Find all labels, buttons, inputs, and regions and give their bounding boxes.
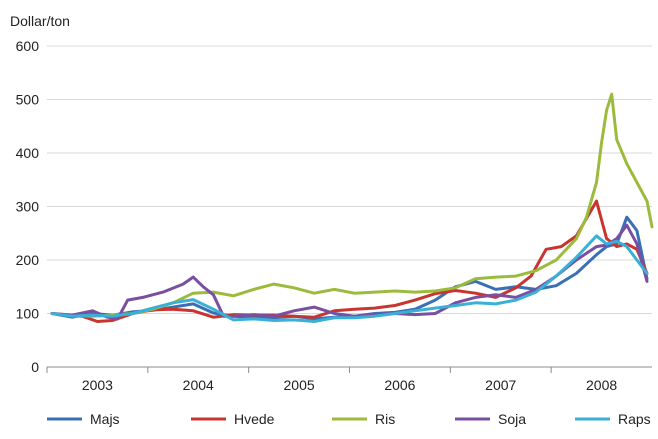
y-tick-label: 400	[16, 145, 40, 161]
x-tick-label: 2003	[82, 377, 113, 393]
y-tick-label: 300	[16, 199, 40, 215]
series-lines	[50, 92, 654, 323]
x-tick-label: 2004	[183, 377, 214, 393]
y-tick-label: 0	[31, 359, 39, 375]
y-axis-label: Dollar/ton	[10, 13, 70, 29]
y-tick-label: 200	[16, 252, 40, 268]
series-line-raps	[50, 234, 649, 323]
x-tick-label: 2008	[586, 377, 617, 393]
x-tick-label: 2005	[284, 377, 315, 393]
gridlines	[47, 45, 652, 314]
series-line-majs	[50, 215, 649, 321]
x-tick-label: 2006	[384, 377, 415, 393]
x-tick-label: 2007	[485, 377, 516, 393]
legend: Majs Hvede Ris Soja Raps	[47, 411, 651, 427]
legend-label: Soja	[498, 411, 526, 427]
y-tick-label: 100	[16, 306, 40, 322]
legend-item-hvede: Hvede	[191, 411, 275, 427]
legend-item-ris: Ris	[332, 411, 395, 427]
legend-label: Majs	[90, 411, 120, 427]
legend-item-majs: Majs	[47, 411, 120, 427]
legend-item-raps: Raps	[575, 411, 651, 427]
series-line-hvede	[50, 199, 649, 323]
y-axis-ticks: 0 100 200 300 400 500 600	[16, 38, 40, 375]
legend-label: Raps	[618, 411, 651, 427]
y-tick-label: 600	[16, 38, 40, 54]
series-line-soja	[50, 223, 649, 321]
legend-label: Ris	[375, 411, 395, 427]
legend-label: Hvede	[234, 411, 275, 427]
legend-item-soja: Soja	[455, 411, 526, 427]
x-axis: 2003 2004 2005 2006 2007 2008	[46, 366, 652, 393]
y-tick-label: 500	[16, 92, 40, 108]
